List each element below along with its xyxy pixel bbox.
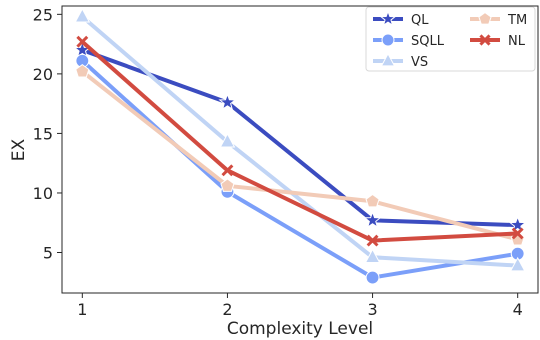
y-tick-label: 10 — [33, 184, 53, 203]
series-line — [80, 48, 520, 228]
y-tick-label: 5 — [43, 244, 53, 263]
legend-item-tm: TM — [470, 12, 527, 28]
data-point — [365, 193, 380, 208]
legend-item-ql: QL — [373, 10, 429, 28]
legend-item-nl: NL — [470, 34, 526, 49]
data-point — [75, 64, 90, 78]
legend-item-vs: VS — [373, 52, 428, 70]
series-line — [80, 69, 520, 242]
y-tick-label: 20 — [33, 65, 53, 84]
legend-marker — [381, 33, 395, 47]
y-tick-label: 25 — [33, 5, 53, 24]
x-tick-label: 1 — [77, 300, 87, 319]
y-tick-label: 15 — [33, 124, 53, 143]
data-point — [508, 215, 527, 233]
legend-item-sqll: SQLL — [373, 33, 445, 49]
y-axis: 5 10 15 20 25 — [33, 5, 62, 263]
y-axis-label: EX — [9, 138, 29, 161]
data-point — [366, 234, 379, 247]
x-tick-label: 4 — [513, 300, 523, 319]
series-ql — [73, 40, 527, 233]
series-line — [80, 58, 520, 280]
legend: QL SQLL VS TM NL — [365, 6, 536, 72]
series-nl — [76, 35, 524, 247]
plot-frame — [61, 5, 539, 294]
legend-label: NL — [508, 34, 526, 49]
legend-marker — [479, 34, 491, 46]
x-axis-label: Complexity Level — [227, 319, 373, 339]
legend-frame — [365, 6, 536, 72]
data-point — [365, 270, 380, 285]
legend-marker — [379, 10, 397, 27]
data-point — [509, 256, 526, 272]
data-point — [363, 210, 382, 229]
x-tick-label: 2 — [222, 300, 232, 319]
series-line — [80, 14, 520, 268]
legend-label: SQLL — [411, 34, 445, 49]
series-tm — [75, 64, 525, 246]
series-line — [80, 39, 520, 243]
data-point — [219, 133, 236, 148]
data-point — [76, 35, 89, 48]
legend-marker — [478, 12, 492, 25]
series-sqll — [75, 53, 525, 285]
x-axis: 1 2 3 4 — [77, 293, 523, 319]
data-point — [221, 164, 234, 177]
legend-label: TM — [507, 13, 527, 28]
data-point — [364, 248, 381, 264]
legend-marker — [380, 52, 396, 67]
legend-label: VS — [411, 55, 428, 70]
data-point — [220, 178, 235, 192]
data-point — [511, 227, 524, 240]
x-tick-label: 3 — [367, 300, 377, 319]
data-point — [218, 92, 237, 111]
data-point — [74, 7, 91, 23]
legend-label: QL — [411, 13, 429, 28]
series-vs — [74, 7, 526, 272]
plot-area — [73, 7, 527, 285]
